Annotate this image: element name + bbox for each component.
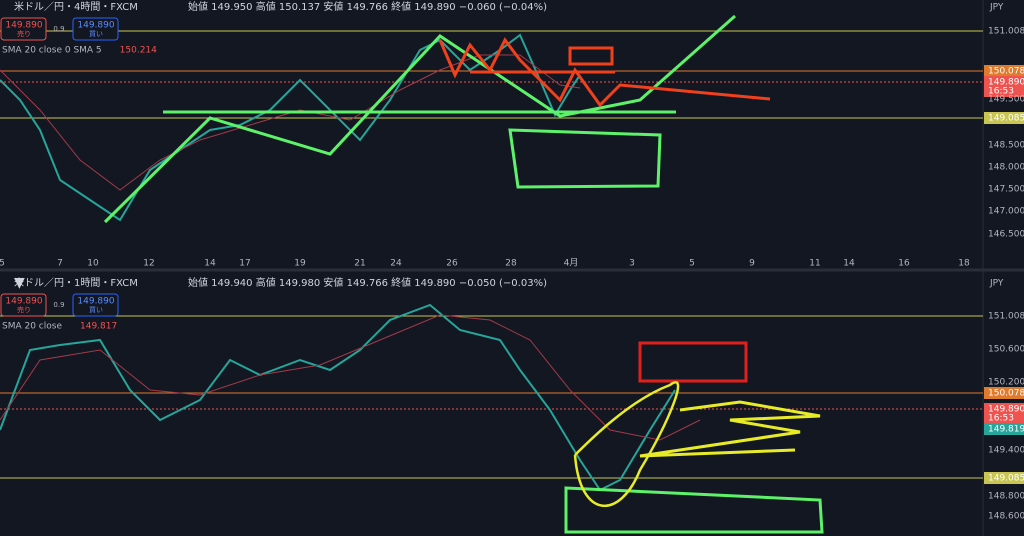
date-label: 4月: [564, 258, 579, 269]
price-badge: [984, 423, 1024, 435]
date-label: 17: [239, 259, 250, 269]
buy-price: 149.890: [77, 21, 114, 31]
price-badge: [984, 112, 1024, 124]
price-label: 148.600: [988, 512, 1024, 522]
ohlc: 始値 149.950 高値 150.137 安値 149.766 終値 149.…: [188, 0, 547, 13]
indicator: SMA 20 close 0 SMA 5: [2, 46, 102, 56]
date-label: 19: [294, 259, 306, 269]
symbol: 米ドル／円・4時間・FXCM: [14, 0, 138, 13]
annotation: [573, 381, 680, 508]
sell-price: 149.890: [5, 21, 42, 31]
price-sketch: [0, 33, 581, 222]
date-label: 10: [87, 259, 99, 269]
price-badge: [984, 412, 1024, 424]
price-badge: [984, 65, 1024, 77]
annotation: [564, 486, 824, 534]
annotation: [103, 14, 736, 224]
indicator-value: 150.214: [120, 46, 157, 56]
date-label: 7: [57, 259, 63, 269]
sell-button[interactable]: [0, 17, 47, 41]
price-label: 149.890: [988, 78, 1024, 88]
price-label: 146.500: [988, 230, 1024, 240]
price-label: 149.085: [988, 474, 1024, 484]
price-sketch: [0, 303, 676, 492]
date-label: 28: [505, 259, 517, 269]
date-label: 9: [749, 259, 755, 269]
date-label: 21: [354, 259, 365, 269]
price-label: 150.600: [988, 345, 1024, 355]
currency: JPY: [989, 279, 1004, 289]
currency: JPY: [989, 3, 1004, 13]
price-label: 149.890: [988, 405, 1024, 415]
date-label: 26: [446, 259, 458, 269]
price-label: 150.078: [988, 389, 1024, 399]
price-badge: [984, 85, 1024, 97]
price-label: 150.200: [988, 378, 1024, 388]
logo: ▼: [14, 275, 25, 291]
date-label: 3: [629, 259, 635, 269]
indicator: SMA 20 close: [2, 322, 62, 332]
price-label: 148.800: [988, 492, 1024, 502]
date-label: 11: [809, 259, 820, 269]
symbol: 米ドル／円・1時間・FXCM: [14, 276, 138, 289]
price-label: 148.500: [988, 141, 1024, 151]
price-label: 149.400: [988, 446, 1024, 456]
price-label: 149.500: [988, 95, 1024, 105]
date-label: 16: [898, 259, 910, 269]
ohlc: 始値 149.940 高値 149.980 安値 149.766 終値 149.…: [188, 276, 547, 289]
annotation: [639, 400, 821, 458]
date-label: 5: [689, 259, 695, 269]
annotation: [508, 128, 662, 189]
buy-label: 買い: [89, 306, 103, 314]
price-label: 147.000: [988, 207, 1024, 217]
annotation: [568, 46, 614, 66]
price-label: 151.008: [988, 27, 1024, 37]
buy-price: 149.890: [77, 297, 114, 307]
sell-price: 149.890: [5, 297, 42, 307]
buy-button[interactable]: [72, 293, 119, 317]
price-label: 16:53: [988, 414, 1014, 424]
date-label: 24: [390, 259, 402, 269]
indicator-value: 149.817: [80, 322, 117, 332]
buy-button[interactable]: [72, 17, 119, 41]
annotation: [638, 341, 748, 383]
price-label: 150.078: [988, 67, 1024, 77]
price-label: 151.008: [988, 312, 1024, 322]
sell-label: 売り: [17, 305, 31, 314]
spread: 0.9: [53, 301, 64, 309]
price-badge: [984, 387, 1024, 399]
date-label: 18: [958, 259, 970, 269]
price-label: 149.819: [988, 425, 1024, 435]
date-label: 14: [204, 259, 216, 269]
date-label: 14: [843, 259, 855, 269]
date-label: 12: [143, 259, 154, 269]
price-badge: [984, 472, 1024, 484]
price-label: 149.085: [988, 114, 1024, 124]
sma-line: [0, 314, 701, 441]
price-label: 16:53: [988, 87, 1014, 97]
sell-button[interactable]: [0, 293, 47, 317]
date-label: 5: [0, 259, 5, 269]
price-label: 147.500: [988, 185, 1024, 195]
sma-line: [0, 54, 581, 191]
spread: 0.9: [53, 25, 64, 33]
price-label: 148.000: [988, 163, 1024, 173]
annotation: [438, 37, 771, 108]
sell-label: 売り: [17, 29, 31, 38]
buy-label: 買い: [89, 30, 103, 38]
